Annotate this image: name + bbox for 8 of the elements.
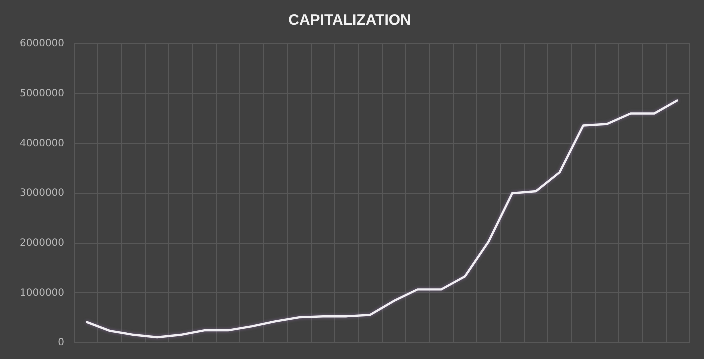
y-tick-label: 1000000 (20, 288, 65, 299)
y-tick-label: 2000000 (20, 238, 65, 249)
y-tick-label: 0 (58, 338, 65, 349)
y-tick-label: 6000000 (20, 38, 65, 50)
y-tick-label: 3000000 (20, 188, 65, 200)
y-tick-label: 4000000 (20, 138, 65, 150)
chart-title: CAPITALIZATION (288, 12, 412, 30)
y-tick-label: 5000000 (20, 88, 65, 100)
